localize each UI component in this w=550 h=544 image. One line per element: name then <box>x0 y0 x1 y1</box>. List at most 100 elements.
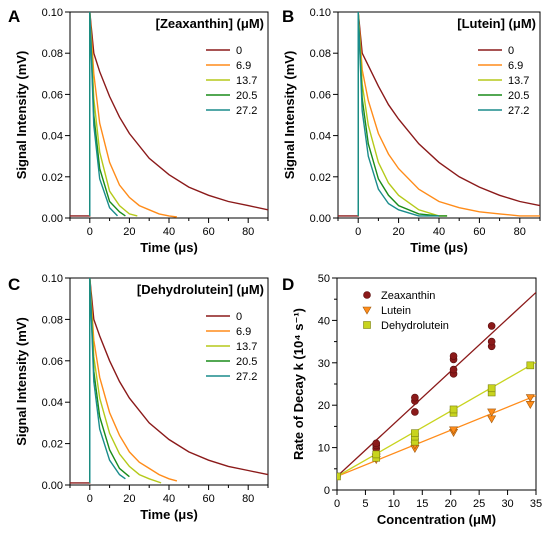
legend-label: Zeaxanthin <box>381 290 435 302</box>
legend-label: 0 <box>236 45 242 57</box>
data-point-dehydrolutein <box>526 361 535 370</box>
x-axis-title: Time (μs) <box>140 507 198 522</box>
data-point-lutein <box>487 415 497 424</box>
y-axis-title: Signal Intensity (mV) <box>282 51 297 180</box>
x-axis-title: Time (μs) <box>410 240 468 255</box>
y-tick-label: 0.10 <box>42 273 63 285</box>
series-line-27.2 <box>89 12 119 217</box>
y-tick-label: 0.08 <box>42 314 63 326</box>
plot-area <box>337 291 536 482</box>
y-tick-label: 0.10 <box>310 7 331 19</box>
x-tick-label: 40 <box>163 226 175 238</box>
x-axis-title: Time (μs) <box>140 240 198 255</box>
x-tick-label: 20 <box>392 226 404 238</box>
y-tick-label: 0.04 <box>310 131 331 143</box>
y-tick-label: 0.00 <box>42 480 63 492</box>
legend-marker <box>363 291 371 299</box>
y-tick-label: 20 <box>318 400 330 412</box>
legend-title: [Zeaxanthin] (μM) <box>156 16 264 31</box>
legend-marker <box>362 306 372 315</box>
data-point-zeaxanthin <box>449 352 458 360</box>
x-tick-label: 60 <box>202 493 214 505</box>
y-tick-label: 0.06 <box>42 356 63 368</box>
panel-d: D 0 5 10 15 20 25 30 35 0 10 20 30 40 50 Concentration … <box>282 273 542 527</box>
y-tick-label: 0.02 <box>42 172 63 184</box>
y-tick-label: 0.08 <box>310 48 331 60</box>
data-point-dehydrolutein <box>487 384 496 393</box>
fit-line-zeaxanthin <box>337 291 536 477</box>
x-axis-title: Concentration (μM) <box>377 512 496 527</box>
panel-letter: B <box>282 7 294 26</box>
legend-label: 27.2 <box>236 105 257 117</box>
y-tick-label: 10 <box>318 443 330 455</box>
plot-area <box>70 12 268 218</box>
data-point-zeaxanthin <box>487 337 496 346</box>
y-tick-label: 0.02 <box>310 172 331 184</box>
series-line-6.9 <box>89 278 178 483</box>
legend-label: 13.7 <box>236 75 257 87</box>
y-tick-label: 0.04 <box>42 131 63 143</box>
x-tick-label: 35 <box>530 498 542 510</box>
x-tick-label: 0 <box>355 226 361 238</box>
y-axis-title: Signal Intensity (mV) <box>14 51 29 180</box>
x-tick-label: 25 <box>473 498 485 510</box>
x-tick-label: 80 <box>242 493 254 505</box>
x-tick-label: 0 <box>87 226 93 238</box>
fit-line-lutein <box>337 394 536 478</box>
legend-label: 0 <box>508 45 514 57</box>
series-line-20.5 <box>89 278 130 483</box>
x-tick-label: 5 <box>362 498 368 510</box>
x-tick-label: 40 <box>163 493 175 505</box>
x-tick-label: 0 <box>334 498 340 510</box>
y-tick-label: 0.04 <box>42 397 63 409</box>
x-tick-label: 0 <box>87 493 93 505</box>
legend-label: 13.7 <box>508 75 529 87</box>
legend-label: 6.9 <box>236 60 251 72</box>
x-tick-label: 80 <box>514 226 526 238</box>
legend-label: Dehydrolutein <box>381 320 449 332</box>
data-point-lutein <box>449 426 459 435</box>
y-tick-label: 0 <box>324 485 330 497</box>
legend-label: 20.5 <box>508 90 529 102</box>
data-point-zeaxanthin <box>449 365 458 374</box>
legend-label: 6.9 <box>236 326 251 338</box>
data-point-zeaxanthin <box>372 439 381 448</box>
x-tick-label: 80 <box>242 226 254 238</box>
data-point-dehydrolutein <box>337 472 341 481</box>
x-tick-label: 15 <box>416 498 428 510</box>
x-tick-label: 10 <box>388 498 400 510</box>
series-line-20.5 <box>89 12 126 217</box>
y-tick-label: 0.06 <box>310 89 331 101</box>
data-point-dehydrolutein <box>449 405 458 414</box>
y-tick-label: 0.00 <box>310 213 331 225</box>
legend-label: 27.2 <box>508 105 529 117</box>
legend-title: [Dehydrolutein] (μM) <box>137 282 264 297</box>
y-tick-label: 0.00 <box>42 213 63 225</box>
panel-a: A 0 20 40 60 80 0.00 0.02 0.04 0.06 0.08 0.10 Time (… <box>8 7 269 255</box>
y-tick-label: 0.02 <box>42 439 63 451</box>
legend-label: 13.7 <box>236 341 257 353</box>
panel-letter: D <box>282 275 294 294</box>
x-tick-label: 20 <box>445 498 457 510</box>
panel-letter: C <box>8 275 20 294</box>
panel-c: C 0 20 40 60 80 0.00 0.02 0.04 0.06 0.08 0.10 Time (… <box>8 273 269 522</box>
series-line-20.5 <box>357 12 448 217</box>
legend-label: 0 <box>236 311 242 323</box>
panel-letter: A <box>8 7 20 26</box>
x-tick-label: 20 <box>123 493 135 505</box>
series-line-13.7 <box>357 12 448 217</box>
data-point-dehydrolutein <box>411 429 419 437</box>
series-line-6.9 <box>357 12 540 217</box>
series-line-6.9 <box>89 12 177 218</box>
y-tick-label: 30 <box>318 358 330 370</box>
legend-label: 20.5 <box>236 356 257 368</box>
data-point-zeaxanthin <box>411 408 419 416</box>
data-point-zeaxanthin <box>411 393 419 402</box>
y-tick-label: 0.10 <box>42 7 63 19</box>
data-point-lutein <box>525 401 535 409</box>
fit-line-dehydrolutein <box>337 361 536 477</box>
x-tick-label: 30 <box>501 498 513 510</box>
y-tick-label: 40 <box>318 315 330 327</box>
data-point-lutein <box>487 408 497 417</box>
